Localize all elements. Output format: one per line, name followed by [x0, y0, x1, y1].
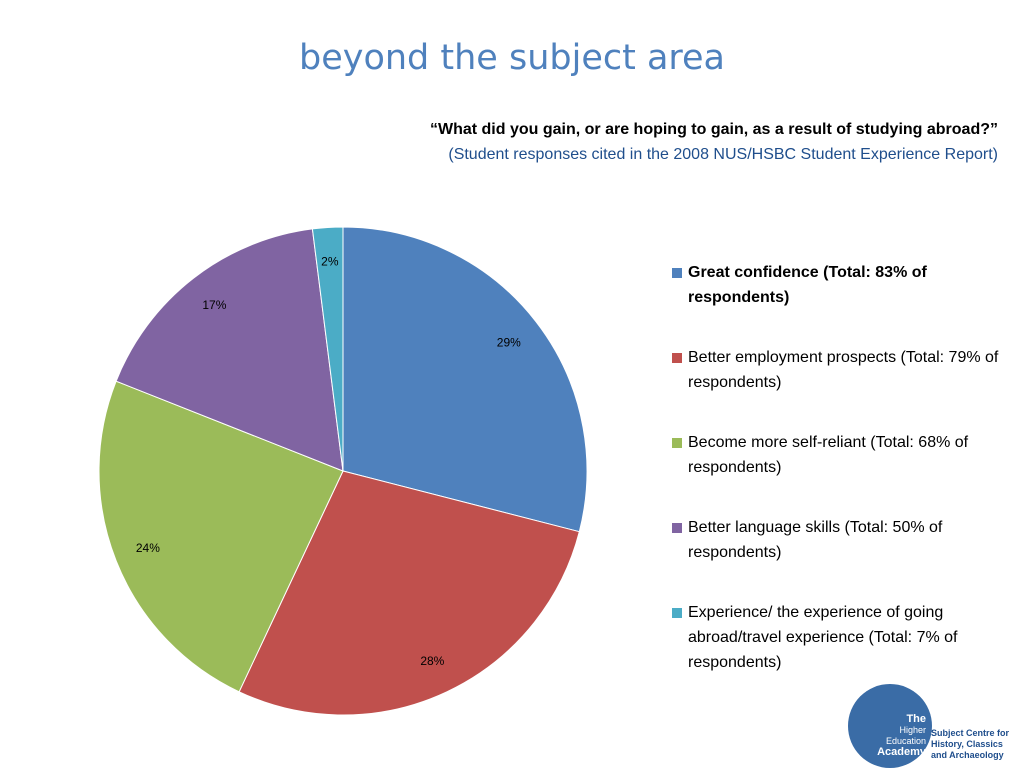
legend-swatch-experience: [672, 608, 682, 618]
hea-logo-circle: [848, 684, 932, 768]
survey-question: “What did you gain, or are hoping to gai…: [429, 121, 998, 138]
legend-item-employment: Better employment prospects (Total: 79% …: [672, 345, 1012, 395]
hea-logo: The Higher Education Academy Subject Cen…: [848, 684, 1024, 768]
legend-item-confidence: Great confidence (Total: 83% of responde…: [672, 260, 1012, 310]
pie-slice-confidence: [342, 226, 588, 533]
pie-slice-experience: [311, 226, 344, 472]
legend-label-experience: Experience/ the experience of going abro…: [688, 604, 958, 671]
data-label-experience: 2%: [321, 255, 339, 269]
slide-title: beyond the subject area: [299, 38, 725, 78]
legend-label-confidence: Great confidence (Total: 83% of responde…: [688, 264, 927, 306]
source-citation: (Student responses cited in the 2008 NUS…: [448, 146, 998, 163]
legend-swatch-self-reliant: [672, 438, 682, 448]
pie-chart: 29% 28% 24% 17% 2%: [98, 226, 588, 716]
hea-logo-text: The Higher Education Academy: [877, 713, 926, 758]
legend-item-self-reliant: Become more self-reliant (Total: 68% of …: [672, 430, 1012, 480]
pie-slice-self-reliant: [98, 380, 344, 693]
data-label-language: 17%: [202, 298, 226, 312]
legend-item-experience: Experience/ the experience of going abro…: [672, 600, 1012, 675]
subject-centre-text: Subject Centre for History, Classics and…: [931, 728, 1010, 760]
legend-item-language: Better language skills (Total: 50% of re…: [672, 515, 1012, 565]
data-label-employment: 28%: [420, 654, 444, 668]
pie-slice-language: [115, 228, 344, 472]
pie-slice-employment: [238, 470, 580, 716]
data-label-confidence: 29%: [497, 335, 521, 349]
data-label-self-reliant: 24%: [136, 541, 160, 555]
legend-swatch-language: [672, 523, 682, 533]
legend-label-self-reliant: Become more self-reliant (Total: 68% of …: [688, 434, 969, 476]
legend-swatch-employment: [672, 353, 682, 363]
legend-label-employment: Better employment prospects (Total: 79% …: [688, 349, 999, 391]
legend-label-language: Better language skills (Total: 50% of re…: [688, 519, 943, 561]
chart-legend: Great confidence (Total: 83% of responde…: [672, 260, 1012, 710]
legend-swatch-confidence: [672, 268, 682, 278]
